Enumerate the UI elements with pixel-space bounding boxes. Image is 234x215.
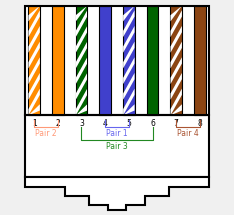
Polygon shape <box>76 6 87 22</box>
Bar <box>25 6 209 115</box>
Polygon shape <box>28 104 40 115</box>
Polygon shape <box>123 104 135 115</box>
Bar <box>123 6 135 115</box>
Polygon shape <box>171 26 182 53</box>
Bar <box>171 6 182 115</box>
Polygon shape <box>171 73 182 100</box>
Bar <box>28 6 40 115</box>
Bar <box>123 6 135 115</box>
Text: Pair 2: Pair 2 <box>35 129 57 138</box>
Bar <box>28 6 40 115</box>
Bar <box>28 6 40 115</box>
Polygon shape <box>171 10 182 37</box>
Bar <box>28 6 40 115</box>
Polygon shape <box>28 6 40 22</box>
Bar <box>25 115 209 177</box>
Polygon shape <box>123 26 135 53</box>
Polygon shape <box>123 6 135 22</box>
Bar <box>171 6 182 115</box>
Bar <box>194 6 206 115</box>
Polygon shape <box>171 6 182 22</box>
Bar <box>171 6 182 115</box>
Bar <box>76 6 87 115</box>
Polygon shape <box>123 42 135 68</box>
Bar <box>76 6 87 115</box>
Text: Pair 1: Pair 1 <box>106 129 128 138</box>
Bar <box>123 6 135 115</box>
Bar <box>28 6 40 115</box>
Bar <box>25 6 209 115</box>
Text: 7: 7 <box>174 119 179 128</box>
Bar <box>76 6 87 115</box>
Bar <box>52 6 63 115</box>
Bar <box>171 6 182 115</box>
Bar <box>123 6 135 115</box>
Polygon shape <box>28 57 40 84</box>
Bar <box>76 6 87 115</box>
Polygon shape <box>76 10 87 37</box>
Bar <box>76 6 87 115</box>
Polygon shape <box>25 177 209 210</box>
Polygon shape <box>123 10 135 37</box>
Bar <box>123 6 135 115</box>
Bar <box>76 6 87 115</box>
Polygon shape <box>76 73 87 100</box>
Polygon shape <box>28 89 40 115</box>
Polygon shape <box>76 26 87 53</box>
Polygon shape <box>76 42 87 68</box>
Polygon shape <box>123 89 135 115</box>
Bar <box>76 6 87 115</box>
Bar <box>123 6 135 115</box>
Text: Pair 4: Pair 4 <box>177 129 199 138</box>
Polygon shape <box>171 104 182 115</box>
Bar <box>171 6 182 115</box>
Bar <box>123 6 135 115</box>
Bar <box>123 6 135 115</box>
Polygon shape <box>28 73 40 100</box>
Polygon shape <box>28 10 40 37</box>
Text: 5: 5 <box>126 119 131 128</box>
Bar <box>28 6 40 115</box>
Bar <box>123 6 135 115</box>
Text: 4: 4 <box>103 119 108 128</box>
Bar <box>28 6 40 115</box>
Text: 2: 2 <box>55 119 60 128</box>
Polygon shape <box>171 57 182 84</box>
Polygon shape <box>76 89 87 115</box>
Polygon shape <box>76 104 87 115</box>
Bar <box>123 6 135 115</box>
Polygon shape <box>171 42 182 68</box>
Bar <box>171 6 182 115</box>
Text: 1: 1 <box>32 119 37 128</box>
Polygon shape <box>123 57 135 84</box>
Bar <box>123 6 135 115</box>
Bar <box>76 6 87 115</box>
Polygon shape <box>76 57 87 84</box>
Bar <box>171 6 182 115</box>
Polygon shape <box>28 26 40 53</box>
Bar <box>28 6 40 115</box>
Bar <box>28 6 40 115</box>
Polygon shape <box>123 73 135 100</box>
Bar <box>28 6 40 115</box>
Bar <box>171 6 182 115</box>
Bar <box>171 6 182 115</box>
Bar <box>76 6 87 115</box>
Text: 6: 6 <box>150 119 155 128</box>
Text: 3: 3 <box>79 119 84 128</box>
Polygon shape <box>171 89 182 115</box>
Text: Pair 3: Pair 3 <box>106 142 128 151</box>
Bar <box>171 6 182 115</box>
Bar <box>147 6 158 115</box>
Bar <box>76 6 87 115</box>
Polygon shape <box>28 42 40 68</box>
Bar <box>99 6 111 115</box>
Bar <box>171 6 182 115</box>
Text: 8: 8 <box>197 119 202 128</box>
Bar <box>76 6 87 115</box>
Bar <box>28 6 40 115</box>
